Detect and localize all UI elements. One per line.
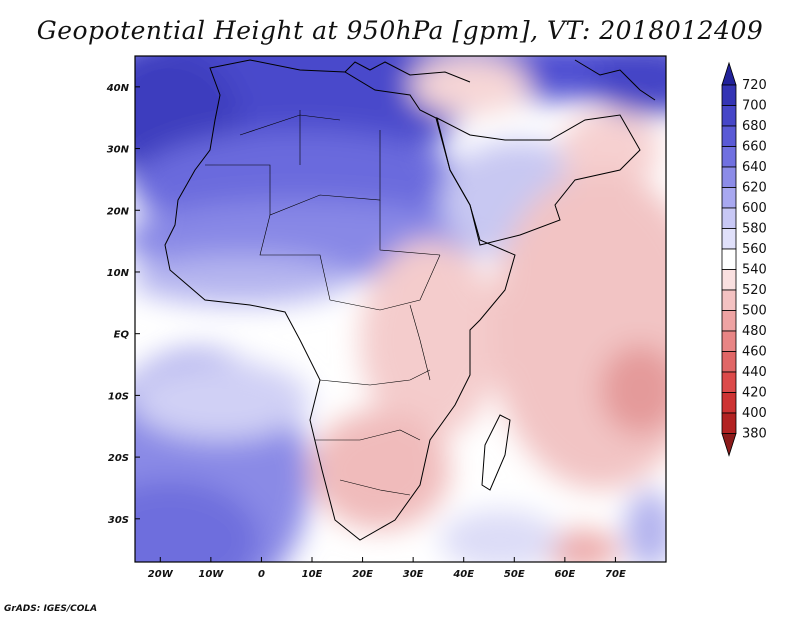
x-tick-label: 20E [352,569,373,580]
colorbar-label: 440 [742,365,767,380]
x-tick-label: 50E [504,569,525,580]
colorbar-swatch [721,248,737,270]
colorbar-label: 580 [742,222,767,237]
colorbar-label: 600 [742,201,767,216]
y-tick-label: 40N [106,83,130,94]
height-field [135,56,666,562]
colorbar-swatch [721,166,737,188]
colorbar-top-arrow [721,61,737,86]
colorbar-swatch [721,125,737,147]
y-axis: 40N 30N 20N 10N EQ 10S 20S 30S [106,83,140,526]
grads-credit: GrADS: IGES/COLA [4,604,98,614]
colorbar-bottom-arrow [721,433,737,457]
colorbar-swatch [721,371,737,393]
colorbar-label: 700 [742,99,767,114]
colorbar-label: 400 [742,406,767,421]
y-tick-label: EQ [114,330,130,341]
colorbar-label: 640 [742,160,767,175]
map-title: Geopotential Height at 950hPa [gpm], VT:… [36,16,764,45]
colorbar-label: 460 [742,345,767,360]
colorbar-label: 560 [742,242,767,257]
colorbar-swatch [721,228,737,250]
x-tick-label: 10E [302,569,323,580]
colorbar-swatch [721,310,737,332]
colorbar-swatch [721,412,737,434]
x-tick-label: 10W [198,569,224,580]
colorbar-label: 420 [742,386,767,401]
colorbar-label: 380 [742,427,767,442]
y-tick-label: 10N [107,268,130,279]
colorbar-label: 480 [742,324,767,339]
x-tick-label: 70E [605,569,626,580]
y-tick-label: 10S [108,391,129,402]
y-tick-label: 20N [107,206,130,217]
y-tick-label: 30S [108,515,129,526]
colorbar-swatch [721,84,737,106]
colorbar-label: 500 [742,304,767,319]
x-tick-label: 0 [258,569,265,580]
x-tick-label: 60E [554,569,575,580]
colorbar-swatch [721,289,737,311]
colorbar-label: 620 [742,181,767,196]
y-tick-label: 30N [107,145,130,156]
plot-frame [134,55,667,563]
colorbar-label: 660 [742,140,767,155]
colorbar-swatch [721,330,737,352]
coastlines [164,59,656,541]
colorbar-swatch [721,146,737,168]
colorbar-swatch [721,392,737,414]
colorbar-swatch [721,207,737,229]
colorbar-swatch [721,105,737,127]
x-axis: 20W 10W 0 10E 20E 30E 40E 50E 60E 70E [148,557,626,580]
x-tick-label: 20W [148,569,174,580]
x-tick-label: 30E [403,569,424,580]
colorbar-swatch [721,187,737,209]
colorbar-swatch [721,269,737,291]
colorbar: 720 700 680 660 640 620 600 580 560 540 520 500 480 4… [721,61,767,457]
colorbar-swatch [721,351,737,373]
x-tick-label: 40E [452,569,474,580]
country-borders [205,110,441,496]
colorbar-label: 680 [742,119,767,134]
y-tick-label: 20S [108,453,129,464]
colorbar-label: 720 [742,78,767,93]
colorbar-label: 520 [742,283,767,298]
colorbar-label: 540 [742,263,767,278]
